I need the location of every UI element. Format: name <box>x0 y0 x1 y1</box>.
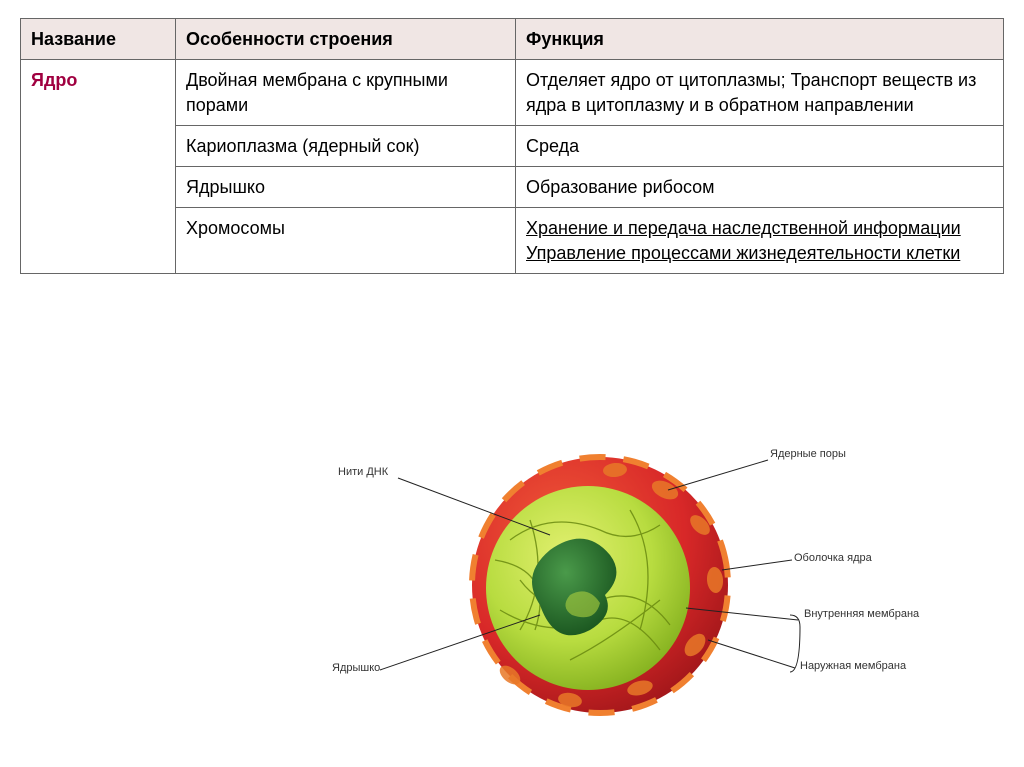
table-body: Ядро Двойная мембрана с крупными порами … <box>21 60 1004 274</box>
nucleus-structure-table: Название Особенности строения Функция Яд… <box>20 18 1004 274</box>
table-header-row: Название Особенности строения Функция <box>21 19 1004 60</box>
row-function-cell: Среда <box>516 125 1004 166</box>
row-function-cell: Отделяет ядро от цитоплазмы; Транспорт в… <box>516 60 1004 126</box>
row-structure-cell: Хромосомы <box>176 208 516 274</box>
row-function-cell: Хранение и передача наследственной инфор… <box>516 208 1004 274</box>
row-name-cell: Ядро <box>21 60 176 274</box>
label-dna-threads: Нити ДНК <box>338 466 388 478</box>
label-inner-membrane: Внутренняя мембрана <box>804 608 919 620</box>
row-structure-cell: Кариоплазма (ядерный сок) <box>176 125 516 166</box>
header-name: Название <box>21 19 176 60</box>
table-row: Ядро Двойная мембрана с крупными порами … <box>21 60 1004 126</box>
nucleus-diagram: Нити ДНК Ядрышко Ядерные поры Оболочка я… <box>270 430 890 740</box>
label-nuclear-pores: Ядерные поры <box>770 448 846 460</box>
row-structure-cell: Ядрышко <box>176 167 516 208</box>
row-structure-cell: Двойная мембрана с крупными порами <box>176 60 516 126</box>
header-structure: Особенности строения <box>176 19 516 60</box>
label-nuclear-envelope: Оболочка ядра <box>794 552 872 564</box>
header-function: Функция <box>516 19 1004 60</box>
label-outer-membrane: Наружная мембрана <box>800 660 906 672</box>
row-function-cell: Образование рибосом <box>516 167 1004 208</box>
label-nucleolus: Ядрышко <box>332 662 380 674</box>
